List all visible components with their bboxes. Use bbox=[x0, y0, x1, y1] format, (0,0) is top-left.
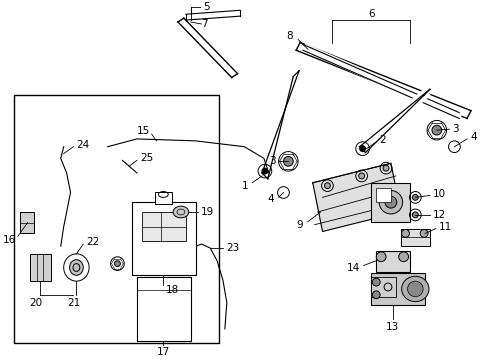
Text: 11: 11 bbox=[438, 222, 451, 231]
Text: 16: 16 bbox=[2, 235, 16, 245]
Circle shape bbox=[371, 291, 379, 299]
Ellipse shape bbox=[407, 281, 422, 297]
Text: 7: 7 bbox=[201, 19, 207, 29]
Bar bbox=[137, 277, 190, 341]
Bar bbox=[375, 251, 409, 273]
Ellipse shape bbox=[69, 260, 83, 275]
Polygon shape bbox=[262, 71, 299, 179]
Circle shape bbox=[419, 230, 427, 237]
Text: 3: 3 bbox=[268, 156, 275, 166]
Bar bbox=[154, 193, 172, 204]
Text: 18: 18 bbox=[166, 285, 179, 295]
Circle shape bbox=[262, 168, 267, 174]
Circle shape bbox=[411, 194, 417, 200]
Polygon shape bbox=[312, 163, 400, 231]
Text: 1: 1 bbox=[241, 181, 248, 191]
Circle shape bbox=[401, 230, 408, 237]
Circle shape bbox=[375, 252, 385, 262]
Text: 6: 6 bbox=[367, 9, 374, 19]
Text: 22: 22 bbox=[86, 237, 99, 247]
Text: 19: 19 bbox=[200, 207, 213, 217]
Bar bbox=[400, 229, 429, 246]
Text: 13: 13 bbox=[386, 322, 399, 332]
Bar bbox=[29, 254, 51, 281]
Text: 23: 23 bbox=[225, 243, 239, 253]
Ellipse shape bbox=[173, 206, 188, 218]
Text: 14: 14 bbox=[346, 262, 359, 273]
Circle shape bbox=[324, 183, 330, 189]
Text: 3: 3 bbox=[451, 124, 458, 134]
Text: 5: 5 bbox=[203, 3, 209, 12]
Text: 12: 12 bbox=[432, 210, 445, 220]
Circle shape bbox=[283, 157, 293, 166]
Circle shape bbox=[358, 173, 364, 179]
Text: 4: 4 bbox=[266, 194, 273, 204]
Text: 4: 4 bbox=[469, 132, 476, 142]
Circle shape bbox=[382, 165, 388, 171]
Polygon shape bbox=[296, 42, 470, 118]
Text: 24: 24 bbox=[76, 140, 89, 150]
Circle shape bbox=[384, 197, 396, 208]
Polygon shape bbox=[303, 44, 461, 118]
Circle shape bbox=[411, 212, 417, 218]
Bar bbox=[132, 202, 195, 275]
Text: 9: 9 bbox=[296, 220, 303, 230]
Bar bbox=[20, 212, 34, 233]
Ellipse shape bbox=[401, 276, 428, 302]
Circle shape bbox=[371, 278, 379, 286]
Bar bbox=[14, 95, 219, 343]
Bar bbox=[142, 212, 185, 241]
Text: 10: 10 bbox=[432, 189, 445, 199]
Text: 21: 21 bbox=[67, 298, 80, 308]
Bar bbox=[370, 273, 424, 305]
Bar bbox=[375, 188, 390, 202]
Text: 17: 17 bbox=[156, 347, 170, 357]
Circle shape bbox=[398, 252, 407, 262]
Polygon shape bbox=[178, 18, 237, 77]
Text: 8: 8 bbox=[286, 31, 293, 41]
Polygon shape bbox=[359, 89, 429, 153]
Circle shape bbox=[114, 261, 120, 266]
Text: 2: 2 bbox=[378, 135, 385, 145]
Bar bbox=[370, 277, 395, 297]
Circle shape bbox=[359, 146, 365, 152]
Bar bbox=[370, 183, 409, 222]
Circle shape bbox=[378, 190, 402, 214]
Circle shape bbox=[431, 125, 441, 135]
Text: 15: 15 bbox=[136, 126, 149, 136]
Text: 20: 20 bbox=[29, 298, 42, 308]
Text: 25: 25 bbox=[140, 153, 153, 163]
Polygon shape bbox=[185, 10, 242, 20]
